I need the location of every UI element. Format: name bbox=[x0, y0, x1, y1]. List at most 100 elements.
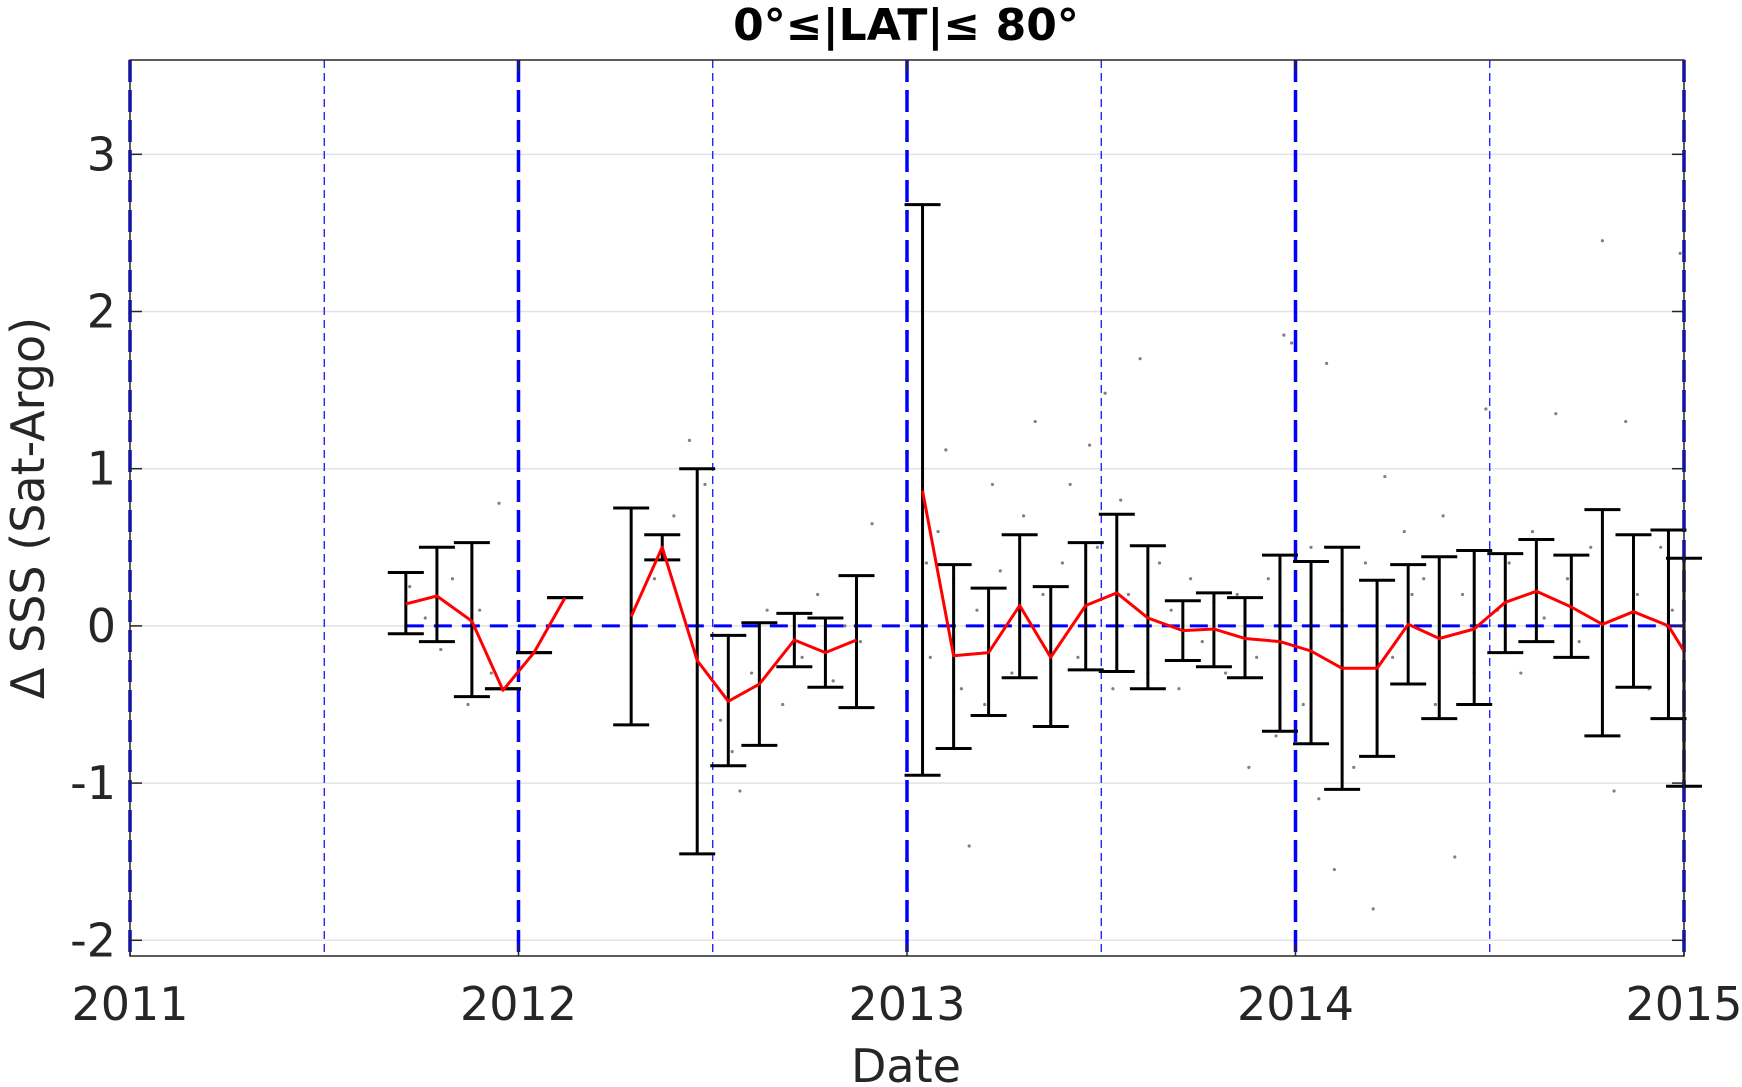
scatter-point bbox=[959, 687, 963, 691]
scatter-point bbox=[687, 438, 692, 443]
scatter-point bbox=[1111, 687, 1115, 691]
scatter-point bbox=[990, 482, 995, 487]
x-axis-label: Date bbox=[851, 1039, 961, 1087]
scatter-point bbox=[1087, 443, 1092, 447]
x-tick-label: 2011 bbox=[71, 977, 188, 1031]
scatter-point bbox=[1670, 608, 1674, 612]
axis-ticks: -2 -1 0 1 2 3 2011 2012 2013 2014 2015 bbox=[70, 60, 1742, 1031]
scatter-point bbox=[1371, 907, 1375, 911]
scatter-point bbox=[1678, 251, 1682, 255]
scatter-point bbox=[1076, 655, 1080, 659]
scatter-point bbox=[1363, 561, 1368, 565]
scatter-point bbox=[816, 592, 820, 597]
scatter-point bbox=[1309, 545, 1313, 549]
scatter-point bbox=[1033, 419, 1037, 424]
date-reference-lines bbox=[128, 60, 1686, 956]
y-tick-label: -1 bbox=[70, 756, 116, 810]
scatter-point bbox=[423, 616, 427, 620]
scatter-point bbox=[1659, 545, 1663, 549]
scatter-point bbox=[765, 608, 769, 612]
scatter-point bbox=[439, 647, 443, 652]
scatter-point bbox=[1095, 545, 1099, 549]
scatter-point bbox=[1317, 797, 1321, 801]
scatter-point bbox=[1453, 855, 1457, 859]
scatter-point bbox=[858, 640, 862, 644]
scatter-point bbox=[1189, 577, 1193, 581]
scatter-point bbox=[1177, 687, 1181, 691]
scatter-point bbox=[718, 718, 723, 722]
scatter-point bbox=[703, 482, 707, 487]
mean-series-line bbox=[921, 490, 1686, 670]
scatter-point bbox=[1324, 361, 1329, 365]
scatter-point bbox=[1391, 655, 1395, 659]
x-tick-label: 2013 bbox=[848, 977, 965, 1031]
scatter-point bbox=[1223, 671, 1228, 675]
y-tick-label: 1 bbox=[87, 442, 116, 496]
scatter-point bbox=[1624, 419, 1628, 424]
scatter-point bbox=[478, 608, 482, 612]
scatter-point bbox=[1021, 514, 1026, 518]
scatter-point bbox=[497, 501, 501, 505]
scatter-point bbox=[1554, 412, 1558, 416]
scatter-point bbox=[1600, 239, 1605, 243]
scatter-point bbox=[1266, 577, 1270, 581]
scatter-point bbox=[1255, 655, 1259, 659]
y-tick-label: 3 bbox=[87, 127, 116, 181]
scatter-point bbox=[1200, 640, 1204, 644]
scatter-point bbox=[1441, 514, 1445, 518]
scatter-point bbox=[975, 608, 979, 612]
scatter-point bbox=[1290, 341, 1294, 345]
scatter-point bbox=[1041, 592, 1045, 597]
scatter-point bbox=[1410, 592, 1414, 597]
scatter-point bbox=[1301, 702, 1305, 707]
scatter-point bbox=[1119, 498, 1123, 502]
scatter-point bbox=[652, 577, 657, 581]
scatter-point bbox=[936, 529, 940, 534]
scatter-point bbox=[1422, 577, 1426, 581]
scatter-point bbox=[1612, 789, 1616, 793]
scatter-point bbox=[983, 702, 987, 707]
x-tick-label: 2015 bbox=[1625, 977, 1742, 1031]
mean-series-line bbox=[629, 545, 858, 703]
y-tick-label: -2 bbox=[70, 913, 116, 967]
x-tick-label: 2014 bbox=[1237, 977, 1354, 1031]
scatter-point bbox=[800, 655, 804, 659]
scatter-point bbox=[1068, 482, 1072, 487]
y-tick-label: 2 bbox=[87, 285, 116, 339]
scatter-point bbox=[489, 671, 493, 675]
scatter-point bbox=[831, 679, 835, 683]
scatter-point bbox=[672, 514, 676, 518]
chart-title: 0°≤|LAT|≤ 80° bbox=[733, 0, 1079, 51]
scatter-point bbox=[1433, 702, 1437, 707]
scatter-point bbox=[1565, 577, 1570, 581]
scatter-point bbox=[1484, 407, 1488, 411]
scatter-point bbox=[1169, 608, 1173, 612]
scatter-point bbox=[1460, 592, 1465, 597]
x-tick-label: 2012 bbox=[460, 977, 577, 1031]
scatter-point bbox=[998, 569, 1002, 573]
mean-series-line bbox=[405, 594, 567, 692]
scatter-point bbox=[924, 561, 929, 565]
scatter-point bbox=[1635, 592, 1639, 597]
scatter-point bbox=[781, 702, 785, 707]
scatter-point bbox=[730, 750, 734, 754]
scatter-point bbox=[843, 624, 847, 628]
mean-lines bbox=[405, 490, 1686, 703]
scatter-point bbox=[1352, 765, 1356, 769]
scatter-point bbox=[928, 655, 932, 659]
scatter-point bbox=[870, 522, 874, 526]
scatter-point bbox=[1235, 592, 1239, 597]
y-tick-label: 0 bbox=[87, 599, 116, 653]
scatter-point bbox=[1542, 616, 1546, 620]
scatter-point bbox=[1247, 765, 1251, 769]
scatter-point bbox=[944, 448, 948, 452]
plot-background bbox=[130, 60, 1684, 956]
scatter-point bbox=[1507, 561, 1511, 565]
scatter-point bbox=[450, 577, 455, 581]
scatter-point bbox=[1126, 592, 1131, 597]
scatter-point bbox=[1577, 640, 1581, 644]
scatter-point bbox=[1402, 529, 1406, 534]
scatter-point bbox=[408, 584, 412, 589]
scatter-point bbox=[1282, 333, 1286, 337]
scatter-point bbox=[1589, 545, 1593, 549]
